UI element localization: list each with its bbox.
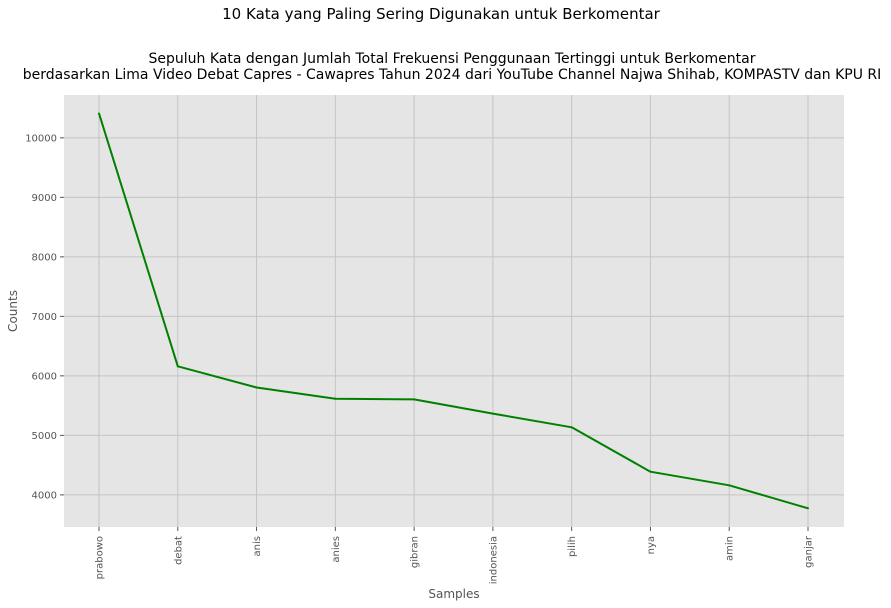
y-tick-label: 10000 — [25, 133, 57, 144]
data-point — [255, 386, 258, 389]
x-tick-label: anis — [252, 536, 263, 556]
data-point — [728, 484, 731, 487]
data-point — [334, 397, 337, 400]
data-point — [570, 426, 573, 429]
y-tick-label: 6000 — [32, 371, 57, 382]
plot-area — [64, 95, 844, 527]
y-tick-label: 8000 — [32, 252, 57, 263]
x-tick-label: pilih — [567, 536, 578, 557]
x-tick-label: debat — [173, 536, 184, 565]
x-axis-label: Samples — [428, 587, 479, 601]
x-tick-label: prabowo — [95, 536, 106, 579]
data-point — [98, 112, 100, 115]
x-tick-label: ganjar — [804, 535, 815, 568]
x-tick-label: gibran — [410, 536, 421, 568]
y-tick-label: 7000 — [32, 312, 57, 323]
x-tick-label: anies — [331, 536, 342, 563]
y-tick-label: 5000 — [32, 431, 57, 442]
data-point — [176, 365, 179, 368]
chart-title-line-2: berdasarkan Lima Video Debat Capres - Ca… — [23, 67, 882, 83]
series-layer — [98, 112, 809, 510]
y-axis-label: Counts — [6, 290, 20, 332]
y-tick-label: 9000 — [32, 193, 57, 204]
y-tick-label: 4000 — [32, 490, 57, 501]
grid-lines — [64, 95, 844, 527]
data-point — [491, 412, 494, 415]
data-point — [807, 507, 809, 510]
chart-suptitle: 10 Kata yang Paling Sering Digunakan unt… — [222, 5, 661, 23]
series-line — [98, 113, 809, 510]
axis-ticks: 4000 5000 6000 7000 8000 9000 10000 prabowo deba… — [25, 133, 814, 584]
data-point — [413, 398, 416, 401]
chart-title-line-1: Sepuluh Kata dengan Jumlah Total Frekuen… — [149, 51, 756, 67]
x-tick-label: nya — [646, 536, 657, 554]
x-tick-label: amin — [725, 536, 736, 561]
data-point — [649, 470, 652, 473]
x-tick-label: indonesia — [488, 536, 499, 584]
